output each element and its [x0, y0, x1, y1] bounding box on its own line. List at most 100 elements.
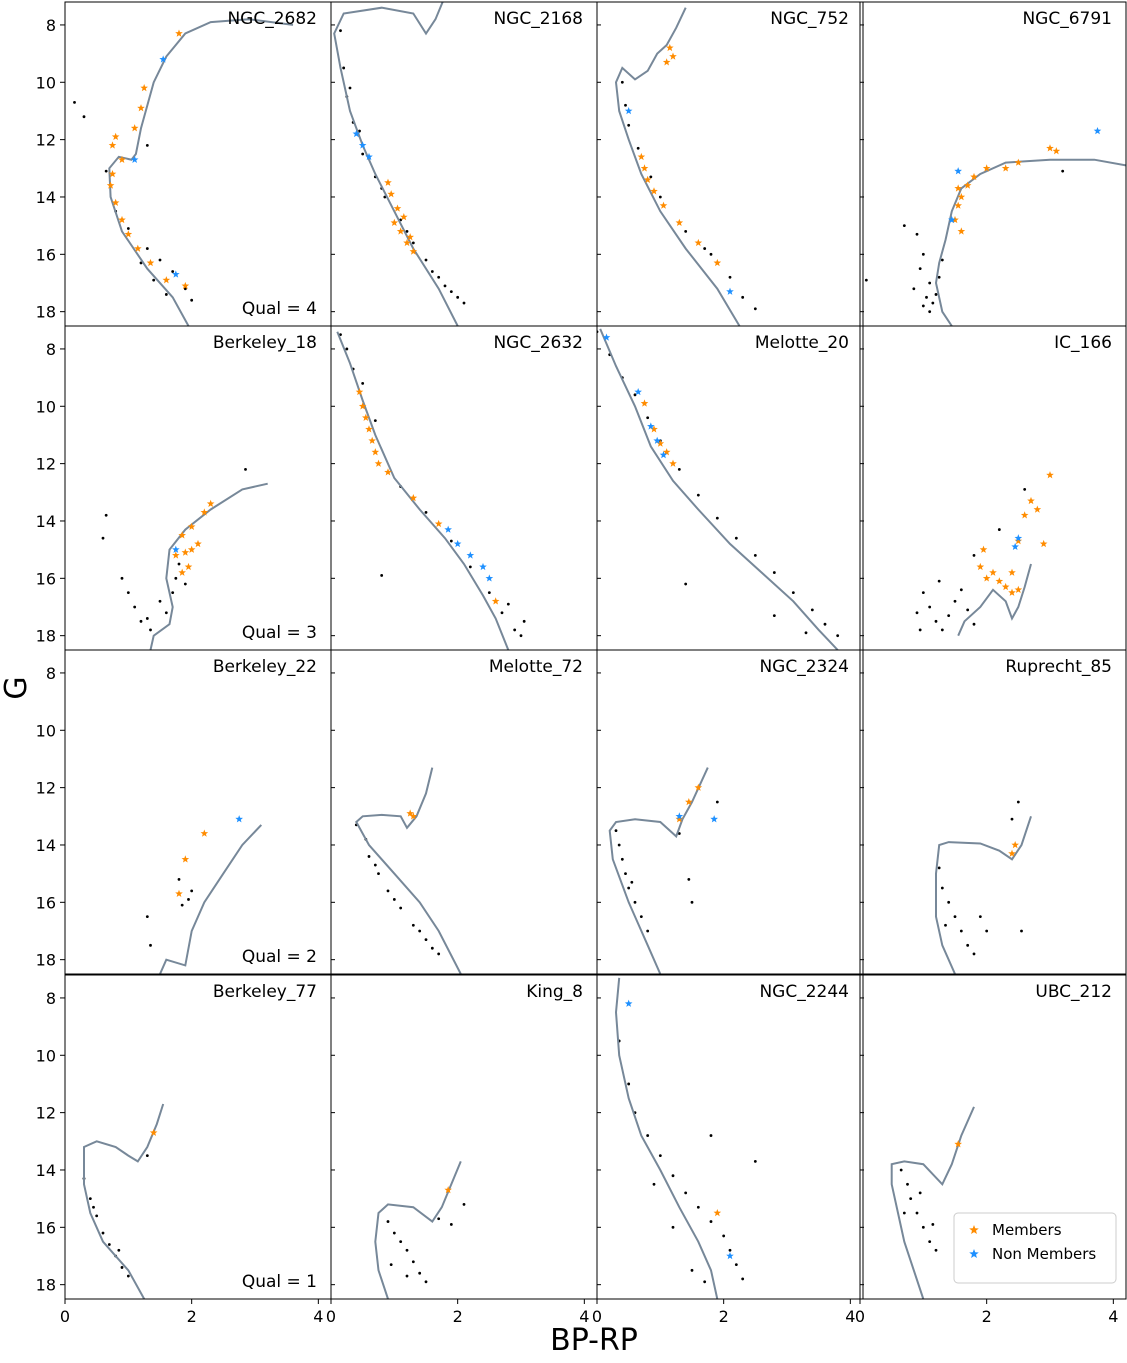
member-star-point	[178, 568, 186, 576]
y-tick-label: 16	[36, 893, 56, 912]
field-star-point	[145, 143, 149, 147]
member-star-point	[374, 459, 383, 467]
field-star-point	[177, 877, 181, 881]
field-star-point	[174, 576, 178, 580]
member-star-point	[162, 276, 171, 284]
field-star-point	[244, 467, 247, 471]
panel-title: Berkeley_18	[213, 333, 317, 353]
y-tick-label: 16	[36, 245, 56, 264]
panel-ngc-2632: NGC_2632	[330, 325, 598, 651]
panel-title: NGC_6791	[1022, 9, 1112, 29]
field-star-point	[696, 493, 700, 497]
panel-frame	[859, 974, 1127, 1300]
field-star-point	[95, 1214, 99, 1218]
isochrone-line	[934, 158, 1126, 326]
non-member-star-point	[466, 551, 475, 559]
field-star-point	[500, 611, 504, 615]
field-star-point	[630, 880, 634, 884]
field-star-point	[671, 1225, 675, 1229]
member-star-point	[206, 499, 215, 508]
member-star-point	[669, 459, 677, 467]
non-member-star-point	[726, 1251, 734, 1260]
isochrone-line	[374, 1161, 462, 1299]
field-star-point	[104, 513, 108, 517]
field-star-point	[152, 278, 156, 282]
x-axis-label: BP-RP	[550, 1323, 638, 1358]
member-star-point	[982, 164, 991, 172]
y-tick-label: 12	[36, 455, 56, 474]
field-star-point	[361, 381, 365, 385]
field-star-point	[519, 634, 523, 638]
y-tick-label: 16	[36, 1218, 56, 1237]
field-star-point	[1016, 800, 1020, 804]
non-member-star-point	[954, 167, 962, 175]
field-star-point	[348, 86, 352, 90]
field-star-point	[405, 229, 409, 233]
member-star-point	[118, 155, 126, 163]
field-star-point	[358, 129, 361, 133]
isochrone-line	[336, 331, 510, 650]
field-star-point	[823, 622, 827, 626]
field-star-point	[715, 800, 719, 804]
non-member-star-point	[710, 815, 718, 823]
panel-frame	[64, 325, 332, 651]
field-star-point	[709, 1134, 713, 1137]
field-star-point	[424, 938, 428, 941]
field-star-point	[624, 872, 627, 876]
member-star-point	[1008, 568, 1016, 576]
panel-frame	[330, 325, 598, 651]
field-star-point	[133, 605, 137, 609]
non-member-star-point	[159, 55, 167, 63]
member-star-point	[694, 238, 703, 247]
member-star-point	[1052, 147, 1061, 155]
field-star-point	[703, 247, 707, 250]
isochrone-line	[957, 563, 1032, 637]
field-star-point	[468, 565, 472, 569]
field-star-point	[753, 553, 757, 557]
panel-title: NGC_2682	[227, 9, 317, 29]
panel-title: NGC_2244	[759, 982, 849, 1002]
x-tick-label: 4	[313, 1307, 323, 1326]
member-star-point	[387, 190, 395, 198]
field-star-point	[149, 943, 152, 947]
y-tick-label: 18	[36, 303, 56, 322]
member-star-point	[409, 494, 418, 502]
y-tick-label: 12	[36, 779, 56, 798]
isochrone-line	[159, 824, 263, 974]
field-star-point	[187, 898, 190, 901]
field-star-point	[437, 952, 441, 956]
isochrone-line	[599, 328, 839, 650]
member-star-point	[365, 425, 373, 433]
member-star-point	[669, 52, 677, 60]
member-star-point	[368, 436, 376, 444]
non-member-star-point	[172, 270, 180, 278]
field-star-point	[614, 829, 618, 833]
field-star-point	[915, 232, 919, 236]
member-star-point	[1001, 164, 1010, 172]
field-star-point	[972, 952, 976, 956]
field-star-point	[633, 393, 637, 397]
field-star-point	[1020, 929, 1023, 933]
panel-title: UBC_212	[1035, 982, 1112, 1002]
field-star-point	[117, 1248, 121, 1252]
field-star-point	[649, 175, 653, 179]
field-star-point	[944, 923, 947, 927]
member-star-point	[384, 468, 392, 476]
y-tick-label: 10	[36, 1046, 56, 1065]
member-star-point	[108, 141, 117, 149]
field-star-point	[684, 1191, 688, 1195]
member-star-point	[957, 192, 966, 201]
member-star-point	[200, 829, 209, 837]
member-star-point	[1039, 539, 1048, 548]
field-star-point	[646, 1134, 650, 1137]
panel-frame	[596, 325, 864, 651]
member-star-point	[662, 58, 671, 66]
y-tick-label: 16	[36, 569, 56, 588]
field-star-point	[392, 1231, 396, 1235]
member-star-point	[675, 218, 684, 227]
field-star-point	[627, 123, 631, 127]
member-star-point	[976, 562, 985, 571]
member-star-point	[106, 181, 115, 189]
field-star-point	[367, 855, 371, 858]
member-star-point	[124, 230, 133, 238]
